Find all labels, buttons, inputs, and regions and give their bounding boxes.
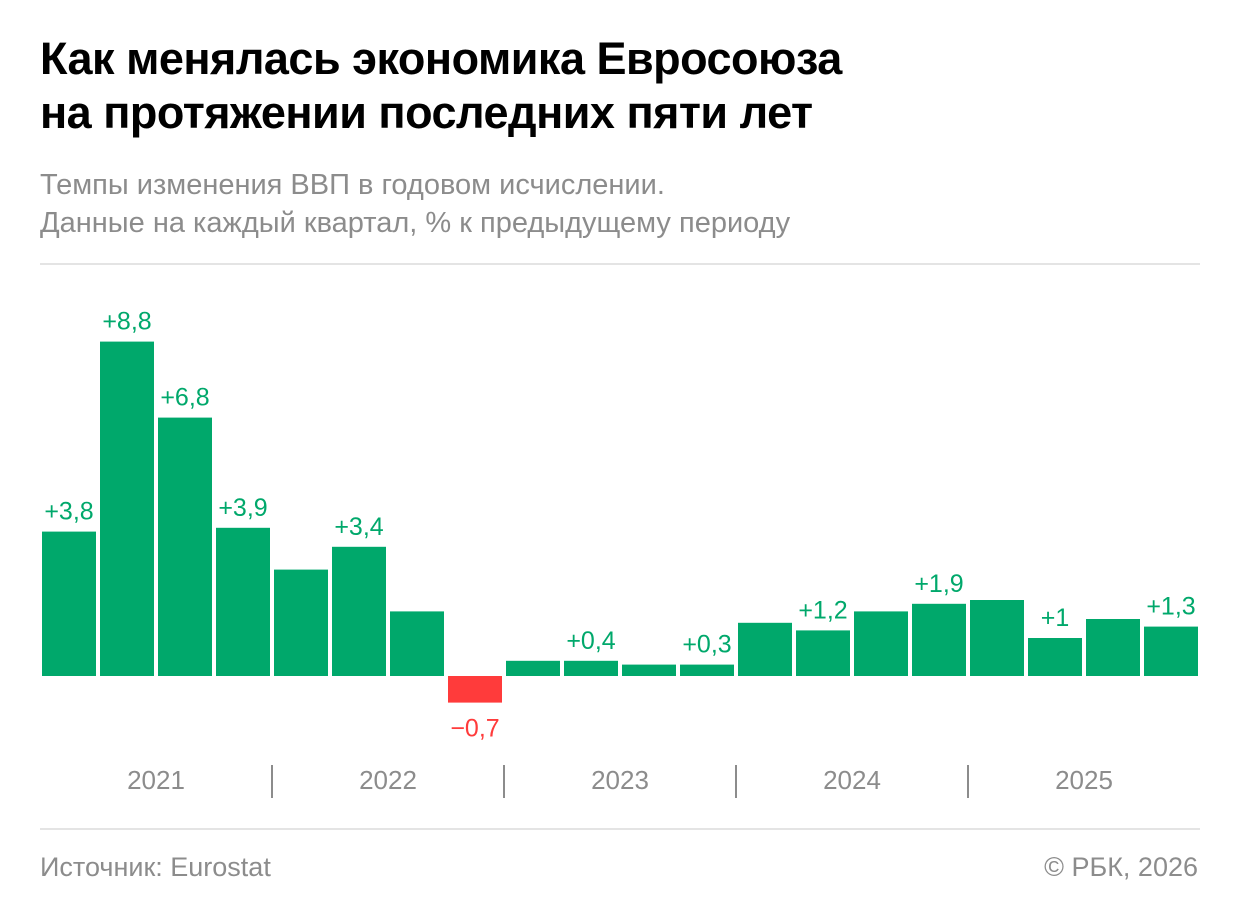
year-label: 2022 bbox=[359, 765, 417, 795]
chart-title: Как менялась экономика Евросоюза на прот… bbox=[40, 32, 1200, 140]
chart-subtitle-line-1: Темпы изменения ВВП в годовом исчислении… bbox=[40, 169, 665, 201]
bar-2022-Q3 bbox=[390, 611, 444, 676]
chart-title-line-1: Как менялась экономика Евросоюза bbox=[40, 33, 842, 84]
bar-2023-Q3 bbox=[622, 664, 676, 676]
data-label: +0,4 bbox=[566, 627, 615, 655]
bar-2022-Q1 bbox=[274, 569, 328, 676]
data-label: +3,8 bbox=[44, 498, 93, 526]
year-label: 2023 bbox=[591, 765, 649, 795]
data-label: +3,9 bbox=[218, 494, 267, 522]
bar-2024-Q3 bbox=[854, 611, 908, 676]
bar-2021-Q2 bbox=[100, 341, 154, 676]
data-label: +3,4 bbox=[334, 513, 383, 541]
copyright-note: © РБК, 2026 bbox=[1044, 852, 1198, 882]
bar-2021-Q1 bbox=[42, 531, 96, 676]
bar-2023-Q4 bbox=[680, 664, 734, 676]
data-label: +1,2 bbox=[798, 596, 847, 624]
data-label: +1,9 bbox=[914, 570, 963, 598]
year-label: 2021 bbox=[127, 765, 185, 795]
year-label: 2025 bbox=[1055, 765, 1113, 795]
bar-2023-Q1 bbox=[506, 660, 560, 676]
chart-subtitle-line-2: Данные на каждый квартал, % к предыдущем… bbox=[40, 207, 791, 239]
data-label: +0,3 bbox=[682, 631, 731, 659]
bar-2022-Q4 bbox=[448, 676, 502, 703]
bar-2024-Q1 bbox=[738, 622, 792, 676]
bar-2021-Q3 bbox=[158, 417, 212, 676]
bar-2023-Q2 bbox=[564, 660, 618, 676]
chart-subtitle: Темпы изменения ВВП в годовом исчислении… bbox=[40, 166, 790, 242]
bottom-divider bbox=[40, 828, 1200, 830]
data-label: +6,8 bbox=[160, 384, 209, 412]
bar-2024-Q4 bbox=[912, 603, 966, 676]
bar-2025-Q1 bbox=[970, 600, 1024, 676]
bar-2025-Q3 bbox=[1086, 619, 1140, 676]
data-label: +1,3 bbox=[1146, 593, 1195, 621]
bar-2022-Q2 bbox=[332, 546, 386, 676]
chart-title-line-2: на протяжении последних пяти лет bbox=[40, 87, 813, 138]
data-label: +1 bbox=[1041, 604, 1070, 632]
source-note: Источник: Eurostat bbox=[40, 852, 271, 882]
bar-2021-Q4 bbox=[216, 527, 270, 676]
bar-2024-Q2 bbox=[796, 630, 850, 676]
data-label: +8,8 bbox=[102, 308, 151, 336]
top-divider bbox=[40, 263, 1200, 265]
bar-2025-Q2 bbox=[1028, 638, 1082, 676]
data-label: −0,7 bbox=[450, 715, 499, 743]
year-label: 2024 bbox=[823, 765, 881, 795]
bar-2025-Q4 bbox=[1144, 626, 1198, 676]
